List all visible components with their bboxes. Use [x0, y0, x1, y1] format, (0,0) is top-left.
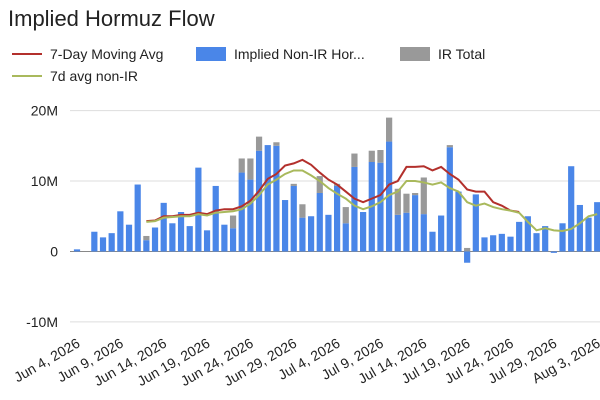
- legend-swatch: [400, 47, 430, 61]
- bar: [394, 188, 401, 215]
- bar: [386, 117, 393, 142]
- bar: [195, 167, 202, 252]
- y-tick-label: 20M: [31, 103, 58, 119]
- legend-label: IR Total: [438, 46, 485, 62]
- bar: [134, 184, 141, 252]
- bar: [325, 214, 332, 252]
- bar: [299, 204, 306, 218]
- bar: [550, 251, 557, 253]
- bar: [594, 202, 600, 252]
- bar: [255, 136, 263, 151]
- legend-label: 7d avg non-IR: [50, 68, 138, 84]
- bar: [255, 150, 263, 252]
- bar: [472, 194, 479, 252]
- bar: [455, 191, 462, 252]
- bar: [299, 217, 306, 252]
- bar: [446, 147, 453, 252]
- bar: [221, 224, 228, 252]
- bar: [229, 215, 237, 229]
- bar: [212, 185, 219, 252]
- bar: [264, 145, 271, 252]
- bar: [290, 183, 297, 186]
- bar: [559, 223, 566, 252]
- bar: [464, 251, 471, 263]
- bar: [438, 215, 445, 252]
- bar: [229, 228, 237, 252]
- y-tick-label: -10M: [26, 314, 58, 330]
- bar: [386, 141, 393, 252]
- line: [146, 158, 520, 223]
- bar: [247, 158, 254, 180]
- bar: [490, 235, 497, 252]
- bar: [585, 217, 592, 252]
- bar: [143, 240, 150, 252]
- bar: [394, 214, 401, 252]
- bar: [403, 193, 410, 213]
- bar: [412, 195, 419, 252]
- bar: [342, 223, 349, 252]
- legend-swatch: [196, 47, 226, 61]
- bar: [273, 145, 280, 252]
- bar: [273, 142, 280, 146]
- bar: [351, 166, 358, 252]
- bar: [91, 231, 98, 252]
- bar: [576, 204, 583, 252]
- bar: [281, 200, 289, 252]
- bar: [481, 237, 488, 252]
- bar: [238, 172, 245, 252]
- bar: [360, 212, 367, 252]
- bar: [464, 247, 471, 252]
- bar: [151, 227, 159, 252]
- bar: [446, 145, 453, 148]
- y-tick-label: 10M: [31, 173, 58, 189]
- bar: [160, 202, 167, 252]
- bar: [403, 212, 410, 252]
- bar: [498, 233, 505, 252]
- bar: [377, 162, 384, 252]
- bar: [203, 230, 211, 252]
- bar: [342, 207, 349, 224]
- bar: [117, 211, 124, 252]
- bar: [143, 235, 150, 241]
- bar: [247, 179, 254, 252]
- bar: [420, 214, 427, 252]
- line: [146, 169, 598, 233]
- bar: [542, 226, 549, 252]
- bar: [420, 177, 427, 215]
- bar: [429, 231, 436, 252]
- bar: [108, 233, 115, 252]
- bar: [507, 236, 514, 252]
- bar: [568, 166, 575, 252]
- bar: [368, 150, 375, 162]
- bar: [334, 185, 341, 252]
- bar: [169, 223, 176, 252]
- bar: [377, 150, 384, 163]
- bar: [533, 233, 540, 252]
- legend-label: 7-Day Moving Avg: [50, 46, 163, 62]
- bar: [290, 185, 297, 252]
- bar: [186, 226, 193, 252]
- bar: [351, 153, 358, 167]
- bar: [316, 192, 323, 252]
- bar: [524, 216, 531, 252]
- bar: [307, 216, 315, 252]
- legend-label: Implied Non-IR Hor...: [234, 46, 365, 62]
- bar: [73, 249, 81, 252]
- bar: [99, 237, 107, 252]
- bar: [516, 221, 523, 252]
- chart-title: Implied Hormuz Flow: [8, 6, 215, 31]
- bar: [177, 212, 185, 252]
- bar: [125, 224, 133, 252]
- bar: [412, 192, 419, 196]
- bar: [238, 158, 245, 173]
- y-tick-label: 0: [50, 243, 58, 259]
- bar: [316, 176, 323, 193]
